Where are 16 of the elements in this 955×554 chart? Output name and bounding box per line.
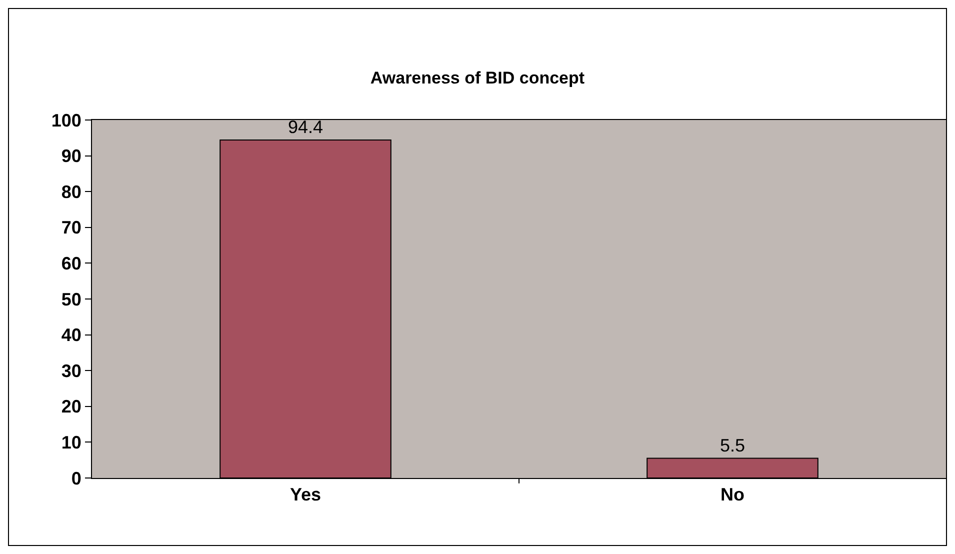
y-tick-label: 30: [61, 360, 82, 381]
x-tick-label: Yes: [290, 484, 322, 505]
y-tick-label: 60: [61, 254, 82, 274]
y-tick-label: 50: [61, 289, 82, 310]
data-label: 94.4: [288, 117, 324, 138]
y-tick-label: 90: [61, 146, 82, 166]
chart-title: Awareness of BID concept: [370, 68, 585, 88]
y-tick-label: 40: [61, 325, 82, 346]
y-tick-label: 10: [61, 432, 82, 452]
y-tick-label: 70: [61, 218, 82, 238]
y-tick-label: 100: [51, 110, 82, 130]
y-tick-label: 80: [61, 182, 82, 202]
y-tick-label: 20: [61, 396, 82, 417]
x-tick-label: No: [720, 484, 744, 505]
data-label: 5.5: [720, 435, 746, 456]
y-tick-label: 0: [71, 468, 82, 488]
